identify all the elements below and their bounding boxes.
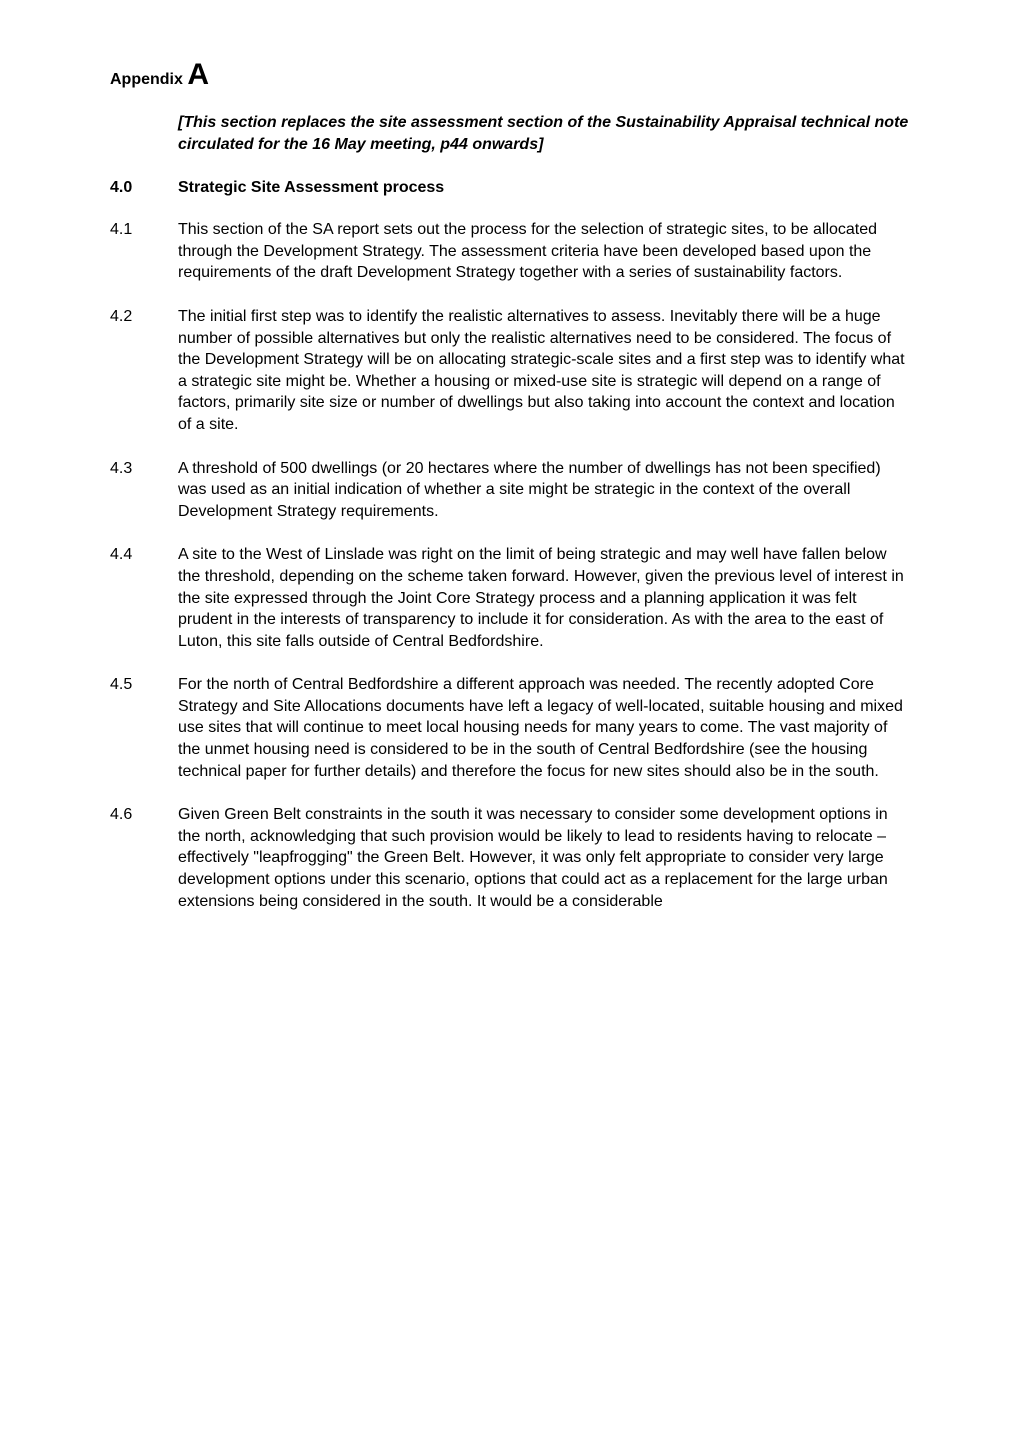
paragraph-num: 4.1 bbox=[110, 219, 178, 284]
section-heading: 4.0Strategic Site Assessment process bbox=[110, 179, 910, 197]
paragraph-num: 4.4 bbox=[110, 544, 178, 652]
appendix-prefix: Appendix bbox=[110, 71, 187, 88]
paragraph-body: A site to the West of Linslade was right… bbox=[178, 544, 910, 652]
paragraph-num: 4.2 bbox=[110, 306, 178, 436]
appendix-label: Appendix A bbox=[110, 58, 910, 92]
section-heading-num: 4.0 bbox=[110, 179, 178, 197]
paragraph-num: 4.6 bbox=[110, 804, 178, 912]
paragraph-body: Given Green Belt constraints in the sout… bbox=[178, 804, 910, 912]
appendix-letter: A bbox=[187, 58, 209, 91]
paragraph-body: A threshold of 500 dwellings (or 20 hect… bbox=[178, 458, 910, 523]
paragraph-body: For the north of Central Bedfordshire a … bbox=[178, 674, 910, 782]
paragraph-num: 4.3 bbox=[110, 458, 178, 523]
section-heading-text: Strategic Site Assessment process bbox=[178, 179, 444, 196]
paragraph: 4.6 Given Green Belt constraints in the … bbox=[110, 804, 910, 912]
paragraph: 4.4 A site to the West of Linslade was r… bbox=[110, 544, 910, 652]
intro-note: [This section replaces the site assessme… bbox=[178, 112, 910, 155]
paragraph: 4.3 A threshold of 500 dwellings (or 20 … bbox=[110, 458, 910, 523]
paragraph-num: 4.5 bbox=[110, 674, 178, 782]
paragraph: 4.2 The initial first step was to identi… bbox=[110, 306, 910, 436]
paragraph-body: The initial first step was to identify t… bbox=[178, 306, 910, 436]
paragraph: 4.5 For the north of Central Bedfordshir… bbox=[110, 674, 910, 782]
paragraph: 4.1 This section of the SA report sets o… bbox=[110, 219, 910, 284]
paragraph-body: This section of the SA report sets out t… bbox=[178, 219, 910, 284]
